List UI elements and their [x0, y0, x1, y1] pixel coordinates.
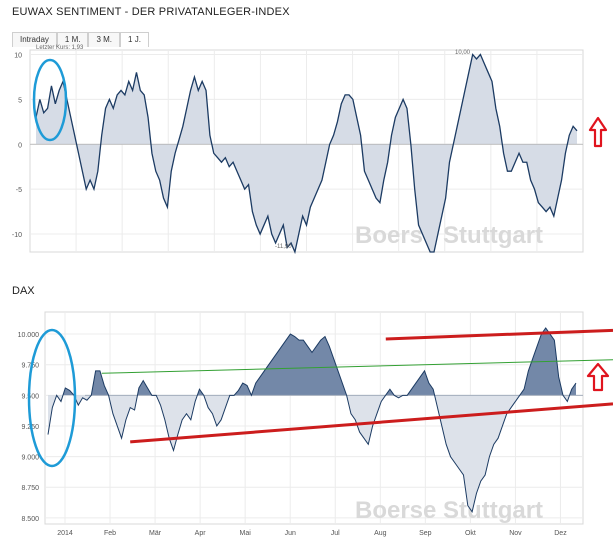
tab-1m[interactable]: 1 M. — [56, 32, 89, 47]
dax-y-tick-label: 9.000 — [21, 455, 39, 462]
dax-area-above — [48, 327, 576, 396]
dax-lower-red-trendline — [130, 402, 613, 444]
euwax-y-tick-label: -5 — [16, 187, 22, 194]
last-price-label: Letzter Kurs: 1,93 — [36, 45, 84, 51]
euwax-annotation-circle — [32, 58, 68, 142]
euwax-series-line — [35, 53, 578, 255]
dax-watermark: Boerse Stuttgart — [355, 497, 543, 524]
tab-3m[interactable]: 3 M. — [88, 32, 121, 47]
max-value-label: 10,00 — [455, 50, 471, 56]
tab-1y[interactable]: 1 J. — [120, 32, 149, 47]
euwax-y-tick-label: -10 — [12, 232, 22, 239]
chart-title: EUWAX SENTIMENT - DER PRIVATANLEGER-INDE… — [12, 6, 290, 18]
dax-x-tick-label: Okt — [465, 530, 476, 537]
dax-x-tick-label: Nov — [509, 530, 522, 537]
euwax-y-tick-label: 5 — [18, 97, 22, 104]
dax-annotation-circle — [27, 328, 77, 468]
min-value-label: -11,90 — [275, 244, 292, 250]
dax-green-trendline — [101, 359, 613, 374]
dax-x-tick-label: Mär — [149, 530, 162, 537]
dax-x-tick-label: Sep — [419, 530, 432, 537]
dax-plot-frame — [44, 311, 584, 525]
dax-y-tick-label: 8.750 — [21, 485, 39, 492]
dax-up-arrow-icon — [586, 362, 610, 392]
range-tabs: Intraday 1 M. 3 M. 1 J. — [12, 32, 149, 47]
dax-x-tick-label: Apr — [195, 530, 207, 537]
dax-y-tick-label: 8.500 — [21, 516, 39, 523]
dax-x-tick-label: Feb — [104, 530, 116, 537]
euwax-area-fill — [36, 54, 577, 252]
dax-title: DAX — [12, 285, 35, 297]
tab-intraday[interactable]: Intraday — [12, 32, 57, 47]
dax-area-below — [48, 395, 570, 512]
dax-x-tick-label: Aug — [374, 530, 387, 537]
euwax-watermark: Boerse Stuttgart — [355, 222, 543, 249]
dax-x-tick-label: Dez — [554, 530, 567, 537]
dax-y-tick-label: 10.000 — [18, 332, 40, 339]
dax-x-tick-label: Mai — [240, 530, 252, 537]
dax-x-tick-label: Jun — [285, 530, 296, 537]
dax-series-line — [47, 327, 577, 513]
euwax-up-arrow-icon — [588, 116, 608, 148]
dax-x-tick-label: 2014 — [57, 530, 73, 537]
dax-y-tick-label: 9.750 — [21, 363, 39, 370]
dax-upper-red-trendline — [385, 328, 613, 341]
dax-y-tick-label: 9.500 — [21, 393, 39, 400]
dax-x-tick-label: Jul — [331, 530, 340, 537]
euwax-y-tick-label: 0 — [18, 142, 22, 149]
euwax-y-tick-label: 10 — [14, 52, 22, 59]
